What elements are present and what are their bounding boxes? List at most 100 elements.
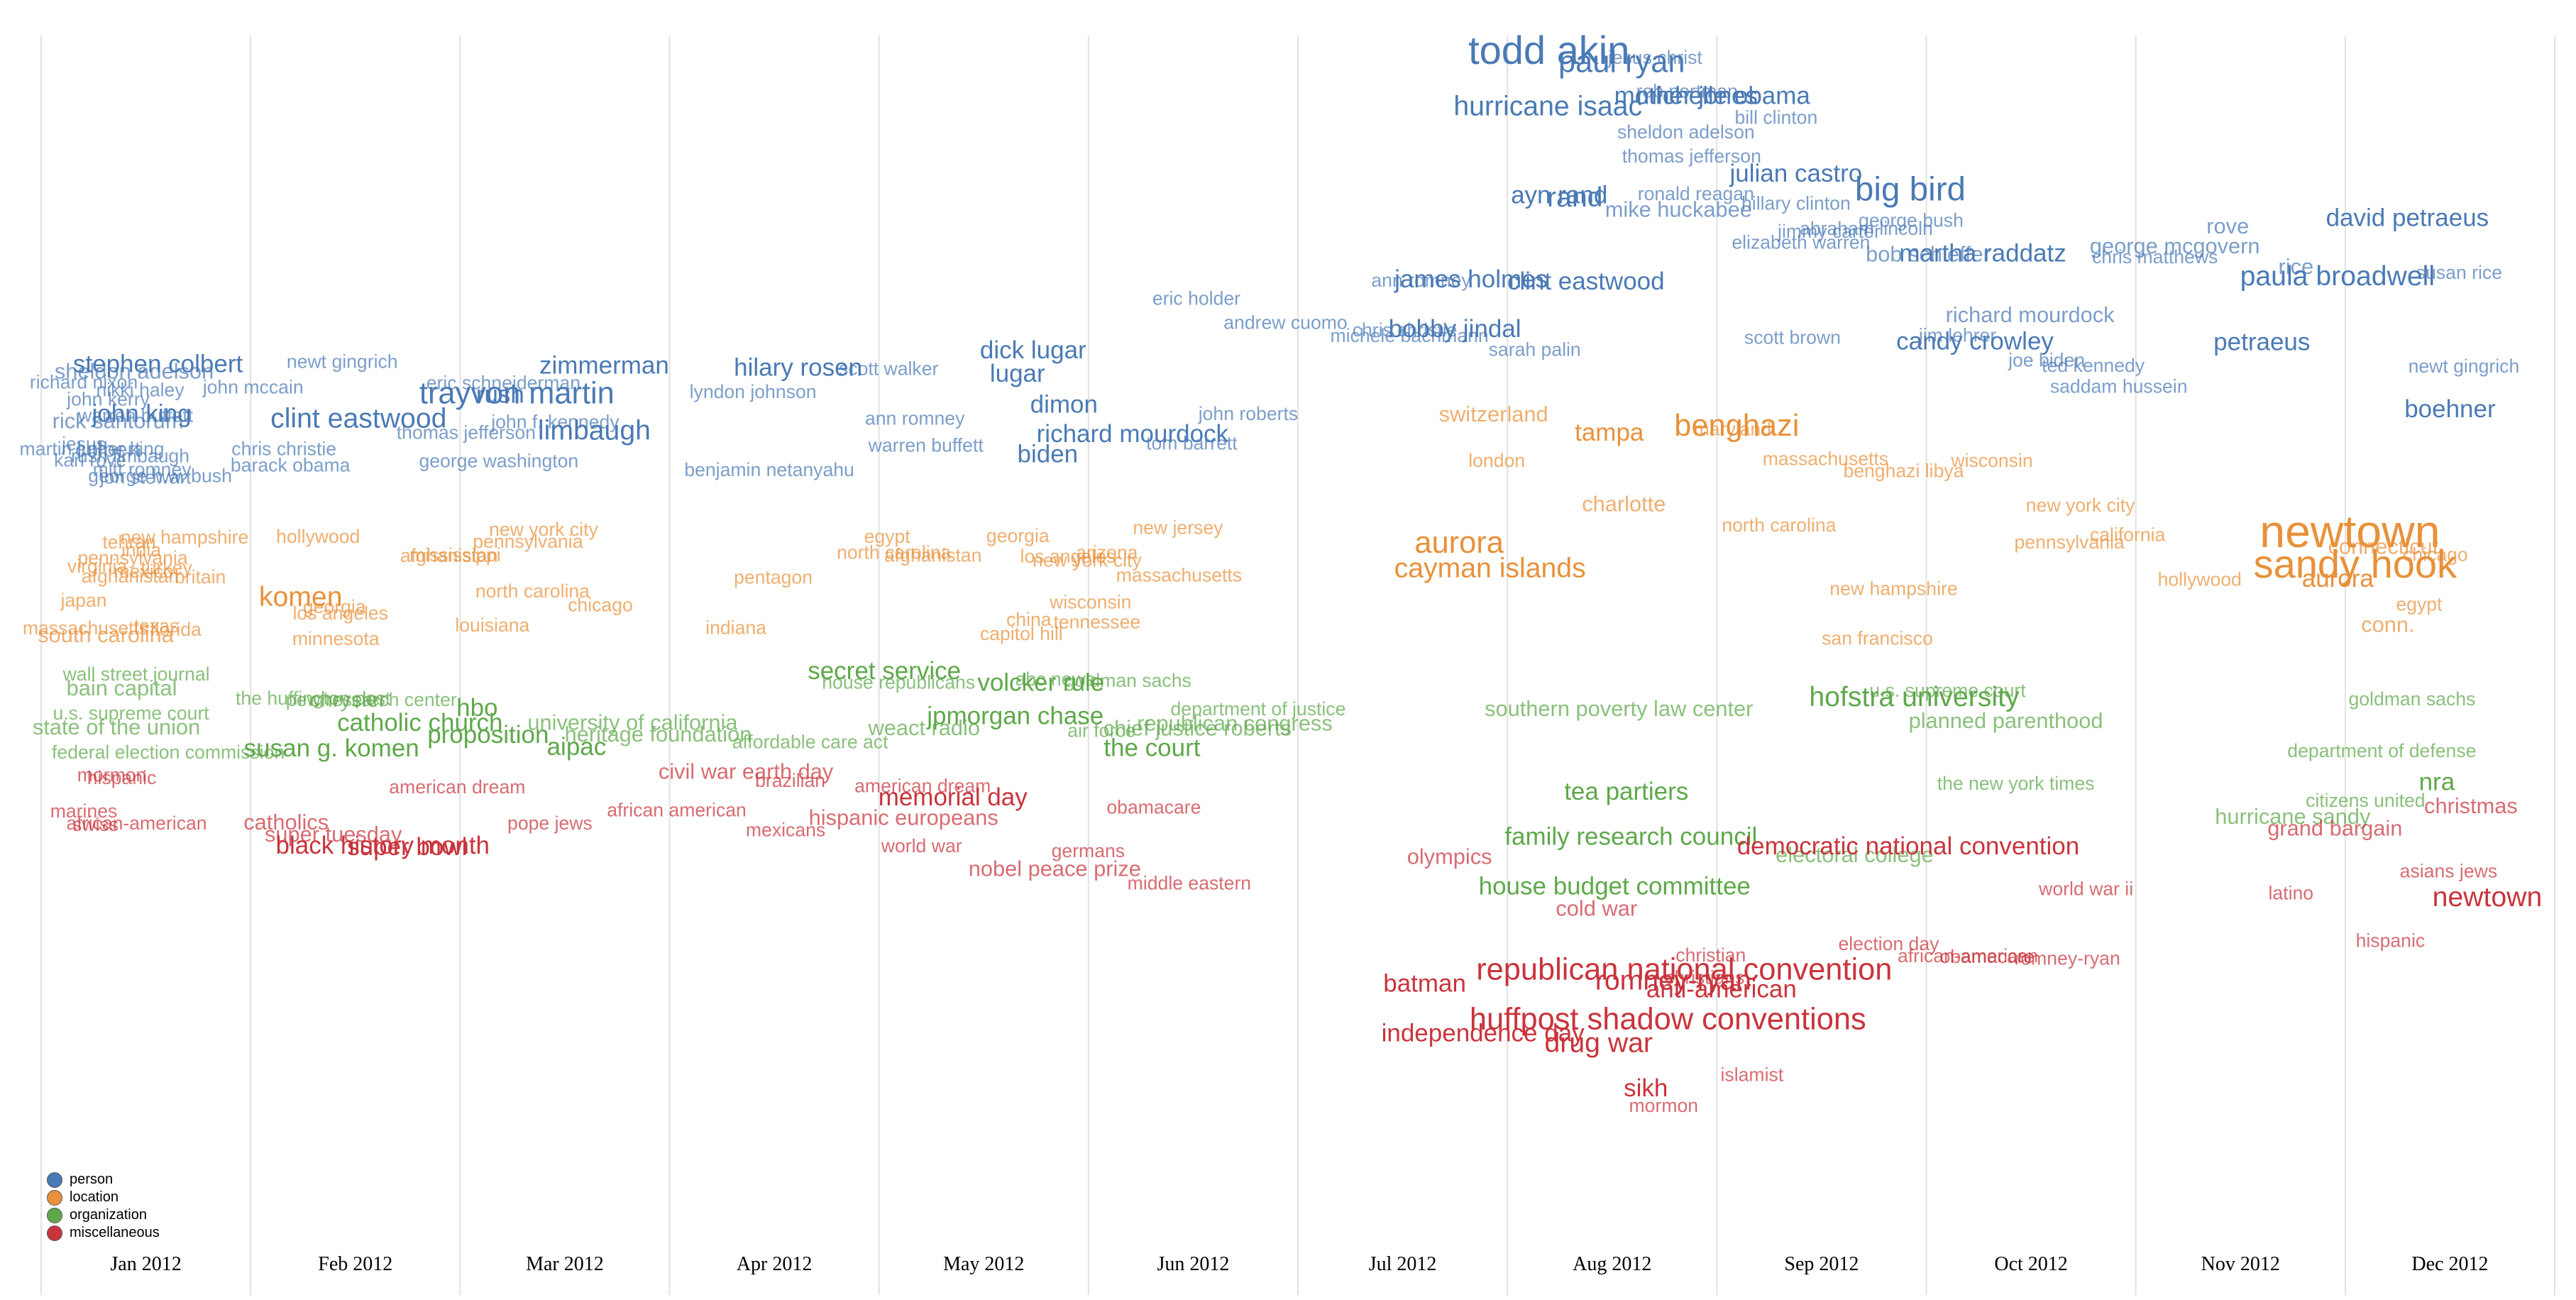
term-label: boehner xyxy=(2404,395,2496,423)
term-label: connecticut xyxy=(2328,534,2438,559)
term-label: dick lugar xyxy=(980,336,1086,364)
x-tick-label: Aug 2012 xyxy=(1573,1253,1651,1275)
term-label: house republicans xyxy=(822,672,975,693)
term-label: limbaugh xyxy=(538,415,651,446)
term-label: india xyxy=(121,539,161,561)
term-label: virginia xyxy=(67,556,127,577)
term-label: olympics xyxy=(1407,844,1492,869)
x-tick-label: Mar 2012 xyxy=(526,1253,604,1275)
term-label: the new york times xyxy=(1937,773,2095,794)
term-label: japan xyxy=(60,590,106,611)
term-label: warren buffett xyxy=(868,434,984,456)
term-label: richard mourdock xyxy=(1037,420,1229,448)
term-label: world war xyxy=(881,835,962,856)
term-label: benghazi xyxy=(1674,409,1799,443)
term-label: london xyxy=(1468,450,1525,471)
term-label: abc news xyxy=(1015,668,1095,690)
term-label: egypt xyxy=(2396,594,2443,615)
term-label: big bird xyxy=(1855,171,1966,209)
legend-swatch-organization xyxy=(47,1207,62,1223)
term-label: benghazi libya xyxy=(1843,460,1964,481)
term-label: goldman sachs xyxy=(1064,670,1191,691)
legend-item-location: location xyxy=(47,1189,160,1206)
legend-label-person: person xyxy=(70,1172,114,1187)
term-label: hillary clinton xyxy=(1741,192,1851,214)
term-label: george washington xyxy=(419,450,578,471)
term-label: new york city xyxy=(489,519,598,540)
term-label: state of the union xyxy=(33,715,200,739)
month-gridlines xyxy=(40,35,2555,1295)
term-label: los angeles xyxy=(1020,546,1116,567)
x-tick-label: Dec 2012 xyxy=(2411,1253,2488,1275)
term-label: black history month xyxy=(276,832,490,859)
term-label: indiana xyxy=(705,617,766,638)
x-tick-label: May 2012 xyxy=(943,1253,1024,1275)
term-label: george h.w. bush xyxy=(88,466,232,487)
term-label: south carolina xyxy=(38,622,175,647)
term-label: nobel peace prize xyxy=(969,856,1141,881)
term-label: andrew cuomo xyxy=(1223,312,1347,334)
term-label: chrysler xyxy=(309,687,386,712)
term-label: paul ryan xyxy=(1558,45,1685,79)
term-label: hollywood xyxy=(2158,568,2242,590)
x-tick-label: Jun 2012 xyxy=(1157,1253,1229,1275)
term-label: chris matthews xyxy=(2092,246,2218,268)
term-label: paula broadwell xyxy=(2240,261,2435,292)
term-label: asians jews xyxy=(2400,861,2497,882)
term-label: afghanistan xyxy=(400,545,498,566)
term-label: barack obama xyxy=(231,454,351,475)
term-label: hispanic xyxy=(87,767,157,788)
term-label: rush limbaugh xyxy=(71,446,189,467)
term-label: cold war xyxy=(1556,896,1637,921)
legend-swatch-miscellaneous xyxy=(47,1225,62,1241)
x-tick-label: Apr 2012 xyxy=(737,1253,813,1275)
x-axis: Jan 2012 Feb 2012 Mar 2012 Apr 2012 May 2012… xyxy=(110,1253,2488,1275)
term-label: newtown xyxy=(2433,882,2543,913)
term-label: tennessee xyxy=(1053,612,1140,633)
term-label: maryland xyxy=(1694,419,1771,440)
term-label: super bowl xyxy=(347,833,467,861)
term-label: dimon xyxy=(1030,391,1098,419)
term-label: christian xyxy=(1675,944,1746,966)
term-label: north carolina xyxy=(1722,514,1836,536)
term-label: lugar xyxy=(990,360,1045,387)
term-label: independence day xyxy=(1382,1020,1585,1047)
term-label: john f. kennedy xyxy=(490,411,620,432)
term-label: republican congress xyxy=(1137,711,1333,736)
term-label: marines xyxy=(50,800,118,822)
term-label: hurricane isaac xyxy=(1453,92,1642,122)
term-label: batman xyxy=(1383,969,1466,997)
term-label: hispanic europeans xyxy=(809,805,998,830)
term-label: chicago xyxy=(2403,544,2468,566)
term-label: sikh xyxy=(1624,1074,1668,1102)
term-label: colbert xyxy=(75,437,141,462)
term-label: newtown xyxy=(2259,506,2440,557)
term-label: tom barrett xyxy=(1146,433,1238,454)
term-label: hilary rosen xyxy=(734,354,862,382)
term-label: department of justice xyxy=(1171,698,1346,720)
term-label: jesus xyxy=(61,434,106,455)
term-label: capitol hill xyxy=(980,623,1063,644)
term-label: wall street journal xyxy=(62,663,210,685)
term-label: new hampshire xyxy=(121,527,248,548)
term-label: komen xyxy=(259,582,343,612)
term-label: jimmy carter xyxy=(1777,221,1881,242)
term-label: bobby jindal xyxy=(1389,315,1521,343)
term-label: obamacare xyxy=(1106,797,1201,818)
term-label: aurora xyxy=(1414,526,1504,560)
term-label: ted kennedy xyxy=(2042,355,2145,376)
term-label: lyndon johnson xyxy=(690,381,817,402)
term-label: pew research center xyxy=(286,689,457,710)
term-label: hurricane sandy xyxy=(2215,804,2371,829)
term-label: mother jones xyxy=(1614,82,1758,109)
term-label: zimmerman xyxy=(539,351,669,379)
term-label: stephen colbert xyxy=(73,351,243,378)
term-label: heritage foundation xyxy=(565,722,752,747)
term-label: mormon xyxy=(77,764,147,786)
term-label: texas xyxy=(134,615,180,637)
term-label: tehran xyxy=(102,531,155,553)
term-label: george mcgovern xyxy=(2090,233,2260,258)
term-label: massachusetts xyxy=(1763,448,1888,469)
term-label: john kerry xyxy=(66,389,150,410)
term-label: new hampshire xyxy=(1829,578,1957,600)
